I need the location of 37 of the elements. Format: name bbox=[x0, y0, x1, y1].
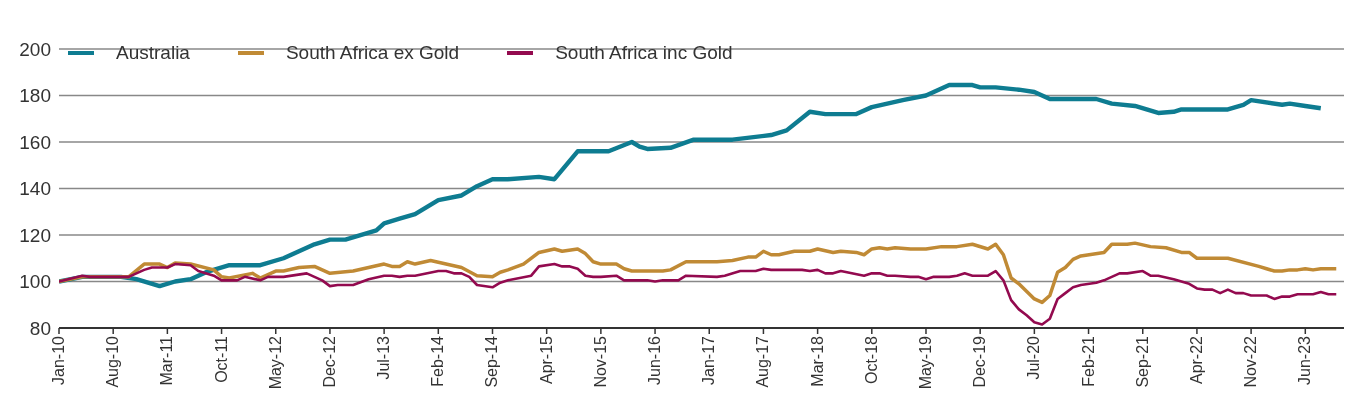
line-series bbox=[59, 262, 1338, 326]
y-tick-label: 80 bbox=[29, 317, 51, 339]
x-tick-label: Jan-10 bbox=[50, 335, 67, 385]
x-tick-label: May-19 bbox=[916, 335, 934, 390]
x-tick-label: Nov-22 bbox=[1242, 335, 1260, 388]
x-tick-label: Jan-17 bbox=[700, 335, 718, 385]
y-tick-label: 120 bbox=[19, 224, 51, 246]
x-tick-label: Dec-19 bbox=[971, 335, 989, 388]
x-tick-label: Mar-11 bbox=[158, 335, 176, 386]
x-tick-label: Mar-18 bbox=[808, 335, 826, 387]
x-tick-label: Jul-13 bbox=[375, 335, 393, 380]
x-tick-label: Sep-21 bbox=[1133, 335, 1151, 388]
x-tick-label: Dec-12 bbox=[320, 335, 338, 388]
y-tick-label: 140 bbox=[19, 178, 51, 200]
y-tick-label: 180 bbox=[19, 85, 51, 107]
x-tick-label: Nov-15 bbox=[591, 335, 609, 388]
x-tick-label: Feb-21 bbox=[1079, 335, 1097, 387]
x-tick-label: May-12 bbox=[266, 335, 284, 390]
y-tick-label: 160 bbox=[19, 131, 51, 153]
x-tick-label: Oct-18 bbox=[862, 335, 880, 385]
x-tick-label: Jun-23 bbox=[1296, 335, 1314, 385]
x-tick-label: Aug-10 bbox=[104, 335, 122, 388]
x-tick-label: Jul-20 bbox=[1025, 335, 1043, 380]
x-tick-label: Apr-15 bbox=[537, 335, 555, 385]
y-tick-label: 200 bbox=[19, 38, 51, 60]
legend-label: Australia bbox=[116, 42, 190, 64]
line-series bbox=[59, 241, 1339, 305]
x-tick-label: Oct-11 bbox=[212, 335, 230, 383]
y-tick-label: 100 bbox=[19, 271, 51, 293]
x-tick-label: Feb-14 bbox=[429, 335, 447, 387]
x-tick-label: Sep-14 bbox=[483, 335, 501, 388]
legend-label: South Africa ex Gold bbox=[285, 42, 460, 64]
line-series bbox=[59, 82, 1323, 289]
x-tick-label: Aug-17 bbox=[754, 335, 772, 388]
legend-label: South Africa inc Gold bbox=[555, 42, 733, 64]
x-tick-label: Apr-22 bbox=[1187, 335, 1205, 385]
x-tick-label: Jun-16 bbox=[646, 335, 664, 385]
